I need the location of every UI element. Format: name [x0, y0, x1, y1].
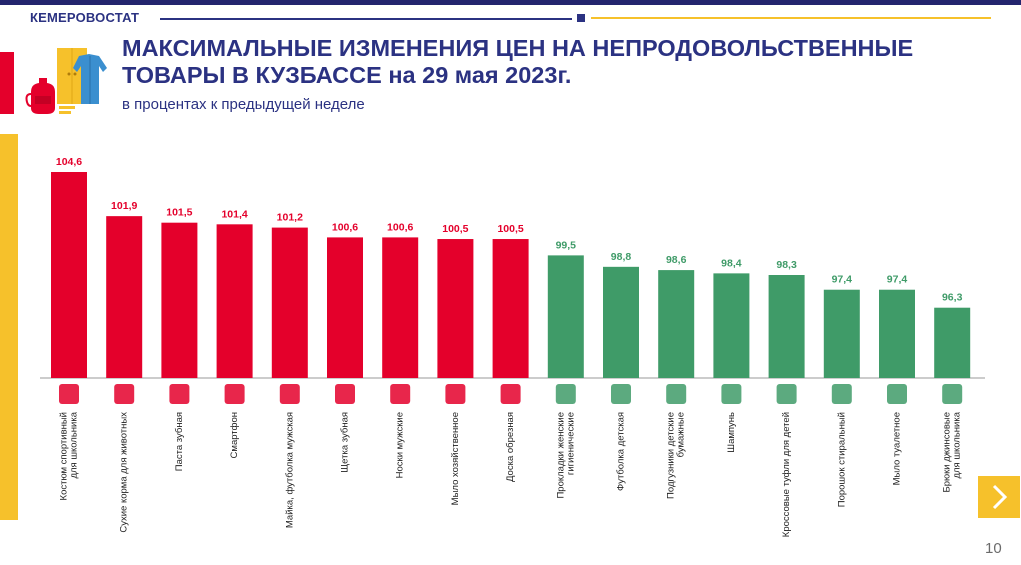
bar [934, 307, 971, 378]
tracksuit-icon [59, 384, 79, 404]
brand-divider [160, 18, 572, 20]
chevron-right-icon [992, 484, 1008, 510]
category-label: Сухие корма для животных [119, 412, 130, 533]
category-label: Майка, футболка мужская [284, 412, 295, 528]
next-slide-button[interactable] [978, 476, 1020, 518]
bar [823, 289, 860, 378]
bar-value-label: 96,3 [942, 292, 963, 304]
bar [106, 216, 143, 378]
title-line-1: МАКСИМАЛЬНЫЕ ИЗМЕНЕНИЯ ЦЕН НА НЕПРОДОВОЛ… [122, 35, 914, 61]
bar [382, 237, 419, 378]
socks-icon [390, 384, 411, 404]
bar [713, 273, 750, 378]
category-label: для школьника [69, 411, 80, 478]
pet-food-bowl-icon [114, 384, 135, 404]
bar [547, 255, 584, 378]
category-label: Костюм спортивный [59, 412, 70, 500]
category-label: Футболка детская [616, 412, 627, 491]
toilet-soap-icon [887, 384, 907, 404]
bar-value-label: 101,9 [111, 200, 137, 212]
bar-value-label: 98,8 [611, 251, 632, 263]
category-label: Паста зубная [174, 412, 185, 471]
category-label: Смартфон [229, 412, 240, 458]
bar-value-label: 101,2 [277, 212, 303, 224]
category-label: Порошок стиральный [836, 412, 847, 507]
bar-value-label: 97,4 [887, 274, 908, 286]
bar [658, 270, 695, 378]
diaper-icon [666, 384, 687, 404]
accent-strip-red [0, 52, 14, 114]
accent-strip-yellow [0, 134, 18, 520]
bar [437, 239, 474, 378]
bar [492, 239, 529, 378]
bar-value-label: 101,5 [166, 207, 192, 219]
bar-value-label: 100,6 [332, 221, 358, 233]
category-label: Мыло туалетное [892, 412, 903, 485]
category-label: Кроссовые туфли для детей [781, 412, 792, 537]
category-label: бумажные [676, 412, 687, 457]
brand-divider-square [577, 14, 585, 22]
title-line-2: ТОВАРЫ В КУЗБАССЕ на 29 мая 2023г. [122, 62, 572, 88]
bar-value-label: 104,6 [56, 156, 82, 168]
brand-divider-accent [591, 17, 991, 19]
brand-name: КЕМЕРОВОСТАТ [30, 10, 140, 25]
bar-value-label: 101,4 [221, 208, 247, 220]
toothbrush-icon [335, 384, 355, 404]
page-subtitle: в процентах к предыдущей неделе [122, 96, 365, 113]
page-title: МАКСИМАЛЬНЫЕ ИЗМЕНЕНИЯ ЦЕН НА НЕПРОДОВОЛ… [122, 35, 913, 89]
bar-value-label: 97,4 [832, 274, 853, 286]
toothpaste-icon [169, 384, 190, 404]
jeans-icon [942, 384, 963, 404]
bar [879, 289, 915, 378]
category-label: Брюки джинсовые [942, 412, 953, 493]
category-label: Носки мужские [395, 412, 406, 478]
kids-tshirt-icon [611, 384, 631, 404]
bar [603, 266, 639, 378]
sneaker-icon [776, 384, 797, 404]
bar-value-label: 98,4 [721, 257, 742, 269]
bar-value-label: 100,5 [497, 223, 523, 235]
page-number: 10 [985, 540, 1002, 557]
bar [271, 227, 308, 378]
tank-top-icon [279, 384, 300, 404]
bar [161, 222, 198, 378]
shampoo-icon [721, 384, 742, 404]
category-label: Шампунь [726, 412, 737, 453]
bar-value-label: 98,3 [776, 259, 797, 271]
bar-value-label: 100,6 [387, 221, 413, 233]
bar-value-label: 100,5 [442, 223, 468, 235]
category-label: Прокладки женские [555, 412, 566, 499]
household-goods-icon [25, 48, 107, 114]
bar [216, 224, 253, 378]
bar [51, 172, 87, 378]
category-label: Подгузники детские [666, 412, 677, 499]
category-label: гигиенические [565, 412, 576, 475]
bar-value-label: 98,6 [666, 254, 687, 266]
category-label: Доска обрезная [505, 412, 516, 482]
pads-icon [555, 384, 576, 404]
plank-icon [500, 384, 521, 404]
category-label: Мыло хозяйственное [450, 412, 461, 505]
top-bar [0, 0, 1021, 5]
category-label: для школьника [952, 411, 963, 478]
bar [768, 275, 805, 378]
bar [327, 237, 363, 378]
laundry-soap-icon [445, 384, 466, 404]
smartphone-icon [224, 384, 245, 404]
detergent-icon [831, 384, 852, 404]
bar-value-label: 99,5 [556, 239, 577, 251]
category-label: Щетка зубная [340, 412, 351, 473]
